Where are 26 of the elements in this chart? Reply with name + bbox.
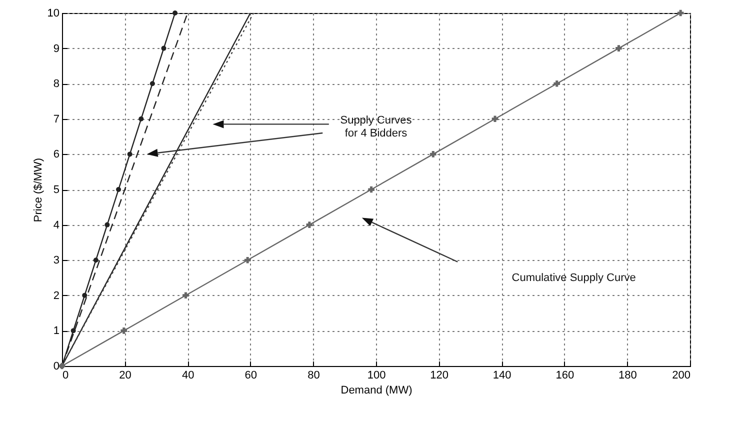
y-tick-label: 4 [53, 219, 60, 232]
y-tick-label: 5 [53, 184, 60, 196]
y-axis-title: Price ($/MW) [32, 158, 44, 222]
x-tick-label: 180 [618, 370, 637, 382]
y-tick-label: 3 [53, 254, 60, 267]
x-axis-title: Demand (MW) [340, 384, 412, 396]
y-tick-label: 10 [47, 8, 60, 20]
x-tick-label: 20 [119, 370, 132, 382]
x-tick-label: 60 [244, 370, 258, 382]
annotation: Supply Curves for 4 Bidders [340, 114, 412, 140]
y-tick-label: 1 [53, 325, 60, 338]
x-tick-label: 40 [182, 370, 194, 382]
y-tick-label: 6 [53, 148, 60, 161]
y-tick-label: 0 [53, 360, 60, 372]
x-tick-label: 80 [308, 370, 320, 382]
y-tick-label: 7 [53, 113, 60, 126]
x-tick-label: 120 [430, 370, 448, 382]
annotation: Cumulative Supply Curve [512, 272, 636, 284]
x-tick-label: 100 [367, 370, 386, 382]
x-tick-label: 0 [62, 370, 69, 382]
x-tick-label: 200 [672, 370, 690, 382]
x-tick-label: 140 [492, 370, 512, 382]
y-tick-label: 2 [53, 290, 60, 302]
y-tick-label: 9 [53, 42, 60, 55]
x-tick-label: 160 [556, 370, 574, 382]
y-tick-label: 8 [53, 78, 60, 90]
